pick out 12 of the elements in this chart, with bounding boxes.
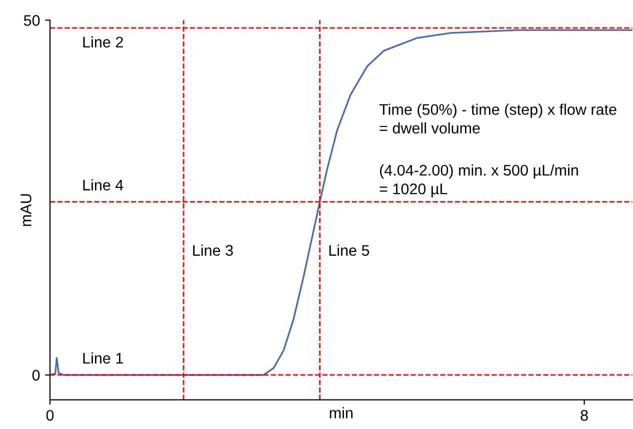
ref-line-label: Line 3 — [193, 244, 233, 256]
ref-line-label: Line 5 — [329, 244, 370, 256]
x-axis-title: min — [330, 407, 353, 418]
x-tick-label: 8 — [580, 410, 588, 421]
ref-line-label: Line 4 — [83, 179, 124, 190]
line-series — [50, 29, 632, 376]
y-tick-label: 50 — [24, 15, 40, 26]
annotation: (4.04-2.00) min. x 500 µL/min = 1020 µL — [380, 164, 578, 198]
annotation: Time (50%) - time (step) x flow rate = dwell volume — [379, 104, 616, 134]
ref-line-label: Line 2 — [83, 36, 123, 48]
ref-line-label: Line 1 — [83, 352, 123, 364]
y-axis-title: mAU — [20, 194, 32, 226]
